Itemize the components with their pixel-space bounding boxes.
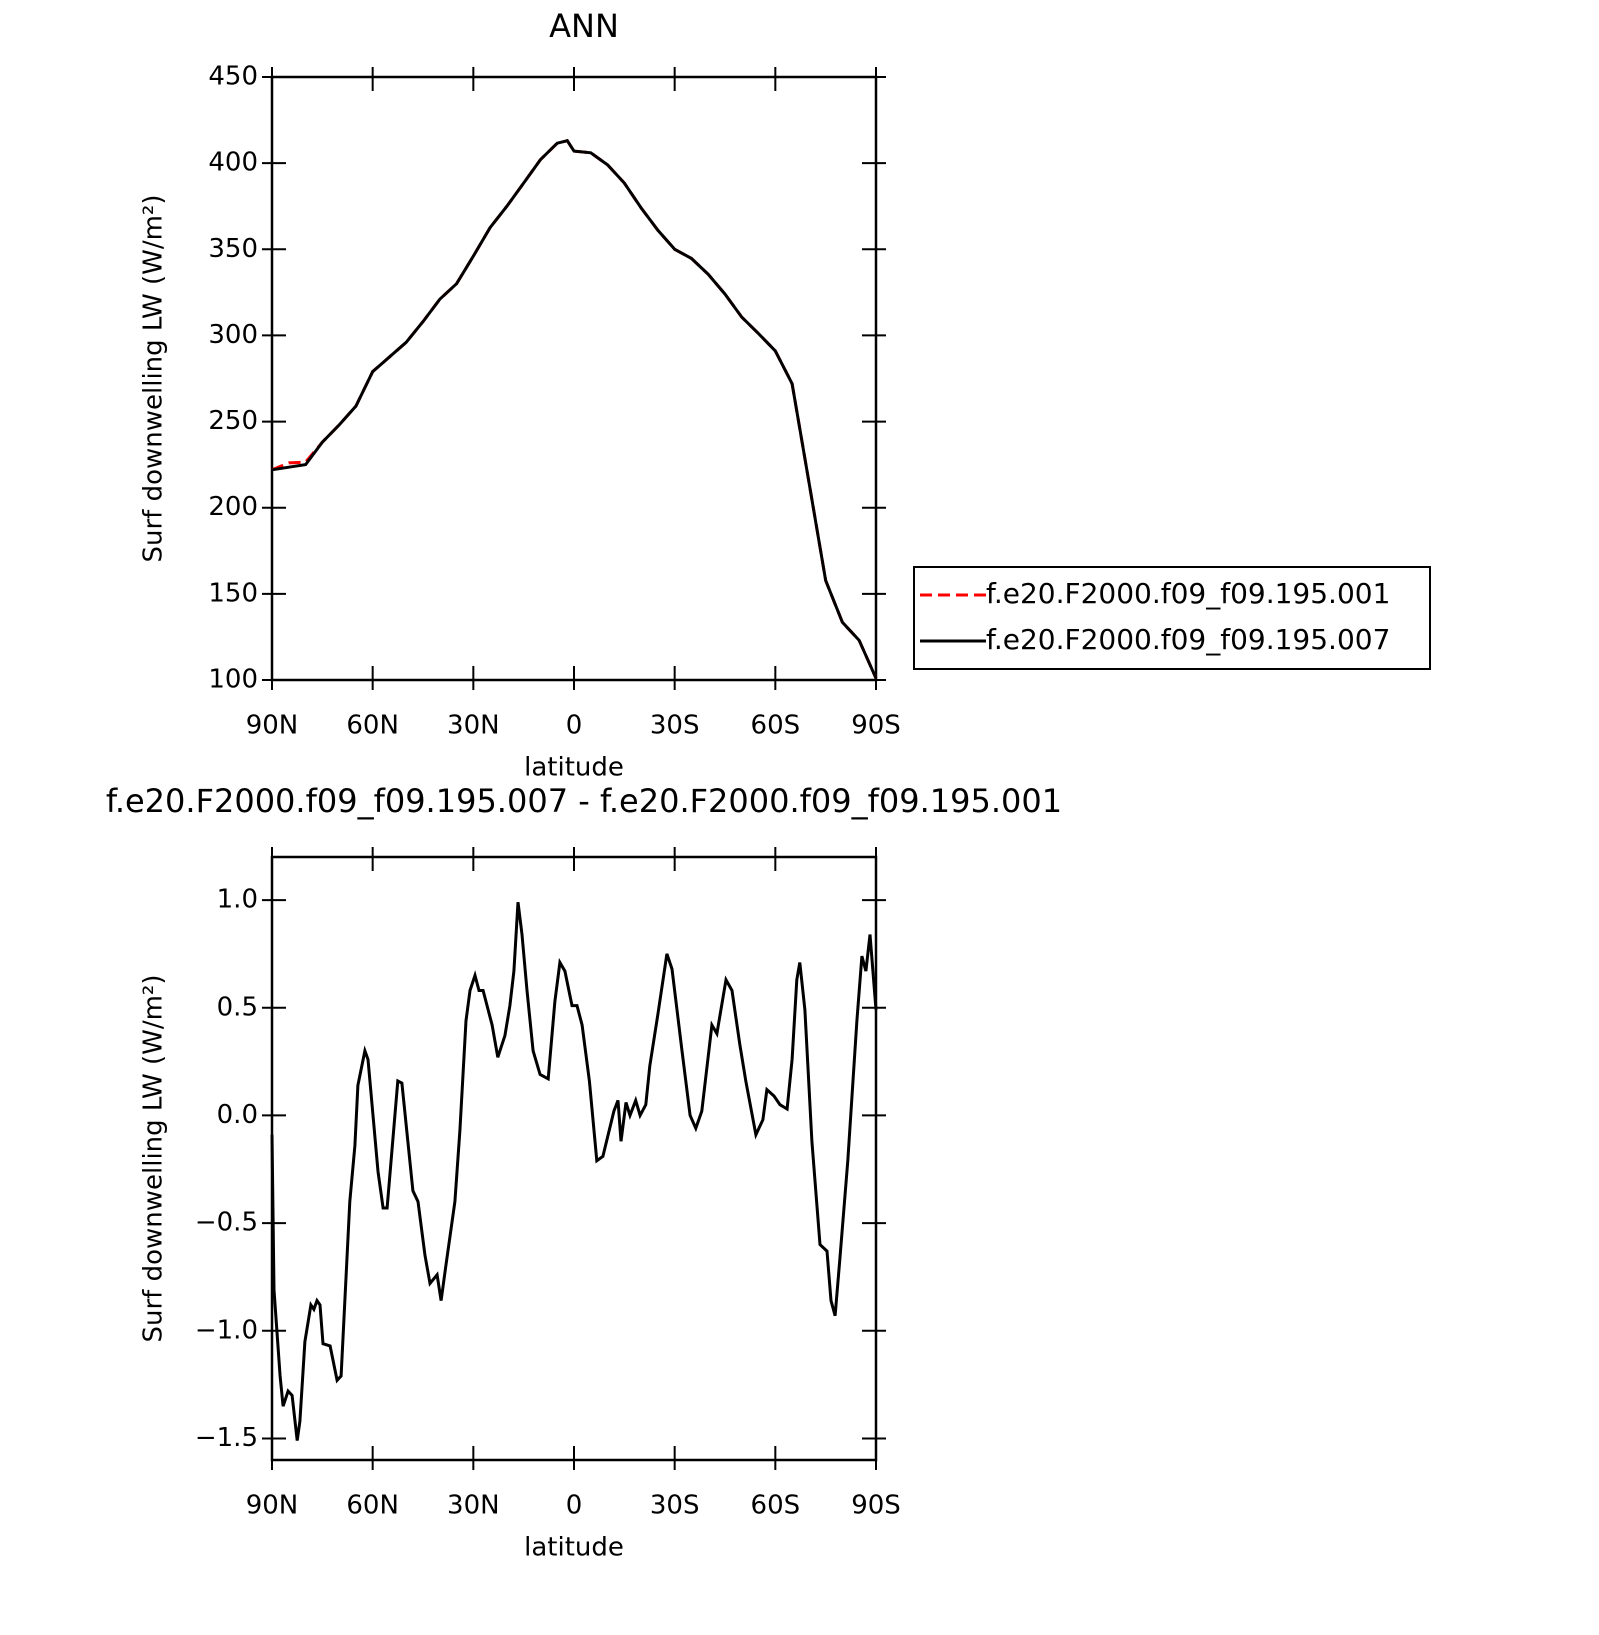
x-tick-label: 30S bbox=[650, 711, 700, 741]
data-line bbox=[271, 138, 878, 679]
x-tick-label: 60S bbox=[751, 711, 801, 741]
plot-frame bbox=[270, 75, 878, 682]
data-line bbox=[271, 138, 878, 679]
y-tick-label: 400 bbox=[208, 148, 258, 178]
x-tick-label: 30S bbox=[650, 1491, 700, 1521]
legend-label: f.e20.F2000.f09_f09.195.007 bbox=[986, 623, 1390, 656]
x-tick-label: 90N bbox=[246, 1491, 299, 1521]
y-tick-label: 0.0 bbox=[217, 1100, 258, 1130]
x-tick-label: 30N bbox=[447, 711, 500, 741]
y-tick-label: 150 bbox=[208, 578, 258, 608]
x-tick-label: 90N bbox=[246, 711, 299, 741]
data-line bbox=[270, 902, 878, 1441]
x-tick-label: 0 bbox=[566, 711, 583, 741]
y-tick-label: 250 bbox=[208, 406, 258, 436]
x-tick-label: 60N bbox=[346, 711, 399, 741]
chart-title: ANN bbox=[549, 7, 619, 45]
legend-box bbox=[913, 566, 1431, 670]
x-axis-label: latitude bbox=[524, 753, 624, 783]
legend-label: f.e20.F2000.f09_f09.195.001 bbox=[986, 577, 1390, 610]
y-tick-label: −1.5 bbox=[195, 1423, 258, 1453]
x-tick-label: 0 bbox=[566, 1491, 583, 1521]
y-tick-label: 100 bbox=[208, 665, 258, 695]
y-tick-label: 0.5 bbox=[217, 992, 258, 1022]
y-axis-label: Surf downwelling LW (W/m²) bbox=[139, 195, 169, 563]
x-tick-label: 60N bbox=[346, 1491, 399, 1521]
chart-title: f.e20.F2000.f09_f09.195.007 - f.e20.F200… bbox=[106, 782, 1062, 820]
x-tick-label: 30N bbox=[447, 1491, 500, 1521]
y-tick-label: 350 bbox=[208, 234, 258, 264]
y-tick-label: 200 bbox=[208, 492, 258, 522]
y-tick-label: 1.0 bbox=[217, 885, 258, 915]
x-tick-label: 90S bbox=[851, 711, 901, 741]
y-tick-label: −0.5 bbox=[195, 1208, 258, 1238]
x-tick-label: 60S bbox=[751, 1491, 801, 1521]
y-axis-label: Surf downwelling LW (W/m²) bbox=[139, 975, 169, 1343]
plot-frame bbox=[270, 855, 878, 1462]
x-axis-label: latitude bbox=[524, 1533, 624, 1563]
y-tick-label: 300 bbox=[208, 320, 258, 350]
y-tick-label: 450 bbox=[208, 62, 258, 92]
x-tick-label: 90S bbox=[851, 1491, 901, 1521]
y-tick-label: −1.0 bbox=[195, 1315, 258, 1345]
